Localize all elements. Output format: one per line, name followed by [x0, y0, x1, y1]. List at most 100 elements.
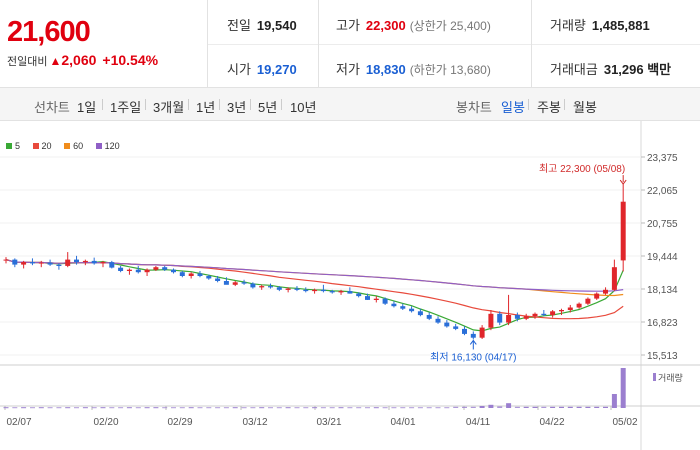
volume-bar: [312, 407, 318, 409]
low-arrow-head: [469, 339, 477, 345]
volume-bar: [100, 407, 106, 409]
stat-high: 고가 22,300 (상한가 25,400): [336, 15, 491, 34]
stat-label: 거래량: [550, 18, 586, 33]
volume-bar: [241, 407, 247, 409]
candle-body: [285, 288, 291, 290]
volume-bar: [259, 407, 265, 409]
candle-body: [479, 327, 485, 338]
volume-bar: [365, 407, 370, 409]
candle-body: [594, 293, 600, 299]
candle-body: [30, 262, 35, 264]
volume-bar: [74, 407, 79, 409]
candle-body: [144, 269, 150, 273]
stat-value: 1,485,881: [591, 18, 650, 33]
volume-bar: [594, 406, 600, 408]
tab-1d[interactable]: 1일: [77, 100, 97, 115]
price-chart[interactable]: 23,375 22,065 20,755 19,444 18,134 16,823 15,5…: [0, 121, 700, 450]
stat-value: 18,830: [365, 62, 406, 77]
volume-bar: [611, 394, 617, 408]
volume-bar: [462, 406, 467, 408]
volume-bar: [559, 406, 564, 408]
volume-bar: [153, 407, 159, 409]
volume-bar: [12, 407, 18, 409]
y-tick-label: 19,444: [647, 252, 678, 263]
candle-body: [585, 298, 591, 304]
candle-body: [426, 315, 432, 319]
stat-value: 22,300: [365, 18, 406, 33]
volume-bar: [65, 407, 71, 409]
volume-bar: [506, 403, 512, 408]
tab-separator: [188, 99, 189, 110]
candle-body: [567, 307, 573, 310]
stat-open: 시가 19,270: [227, 59, 297, 78]
volume-bar: [294, 407, 300, 409]
volume-bar: [567, 406, 573, 408]
candle-body: [188, 273, 194, 276]
tab-separator: [564, 99, 565, 110]
volume-bar: [532, 406, 538, 408]
candle-body: [488, 313, 494, 328]
tab-daily[interactable]: 일봉: [501, 100, 525, 115]
tab-3m[interactable]: 3개월: [153, 100, 185, 115]
volume-bar: [488, 404, 494, 408]
candle-body: [3, 259, 9, 261]
volume-bar: [400, 407, 406, 409]
tab-1w[interactable]: 1주일: [110, 100, 142, 115]
legend-label: 20: [41, 141, 52, 151]
volume-bar: [470, 406, 476, 408]
change-row: 전일대비 ▲2,060 +10.54%: [7, 52, 158, 69]
legend-swatch: [64, 143, 71, 149]
candle-body: [497, 313, 503, 323]
candle-body: [603, 289, 608, 294]
candle-body: [56, 264, 62, 266]
tab-monthly[interactable]: 월봉: [573, 100, 597, 115]
candle-body: [21, 262, 27, 265]
candle-body: [47, 262, 53, 265]
candle-body: [232, 282, 238, 285]
candle-body: [435, 318, 441, 323]
legend-label: 60: [73, 141, 84, 151]
candle-body: [276, 287, 282, 290]
volume-bar: [268, 407, 273, 409]
x-tick-label: 04/11: [466, 417, 491, 428]
ma120-line: [5, 259, 624, 292]
tab-weekly[interactable]: 주봉: [537, 100, 561, 115]
stats-divider: [318, 0, 319, 88]
candle-body: [312, 289, 318, 292]
candle-body: [382, 298, 388, 304]
tab-1y[interactable]: 1년: [196, 100, 216, 115]
legend-swatch: [6, 143, 12, 149]
candle-body: [241, 282, 247, 284]
volume-bar: [232, 407, 238, 409]
legend-label: 120: [104, 141, 120, 151]
tab-separator: [250, 99, 251, 110]
volume-legend-swatch: [653, 373, 656, 381]
volume-bar: [56, 407, 62, 409]
change-amount: 2,060: [61, 52, 97, 68]
x-tick-label: 02/07: [6, 417, 31, 428]
tab-10y[interactable]: 10년: [290, 100, 317, 115]
volume-bar: [541, 406, 547, 408]
line-chart-label: 선차트: [34, 100, 70, 115]
candle-body: [365, 296, 370, 300]
legend-item-5: 5: [6, 141, 20, 151]
volume-bar: [338, 407, 344, 409]
volume-bar: [576, 406, 582, 408]
volume-bar: [126, 407, 132, 409]
volume-bar: [118, 407, 124, 409]
candle-body: [329, 291, 335, 293]
volume-bar: [497, 406, 503, 408]
volume-bar: [285, 407, 291, 409]
volume-bar: [329, 407, 335, 409]
tab-3y[interactable]: 3년: [227, 100, 247, 115]
candle-body: [171, 269, 176, 273]
stat-label: 전일: [227, 18, 251, 33]
tab-5y[interactable]: 5년: [258, 100, 278, 115]
volume-bar: [585, 406, 591, 408]
high-arrow-head: [619, 179, 627, 185]
volume-bar: [188, 407, 194, 409]
volume-bar: [179, 407, 185, 409]
stat-amount: 거래대금 31,296 백만: [550, 59, 671, 78]
candle-body: [162, 267, 168, 270]
volume-bar: [223, 407, 229, 409]
